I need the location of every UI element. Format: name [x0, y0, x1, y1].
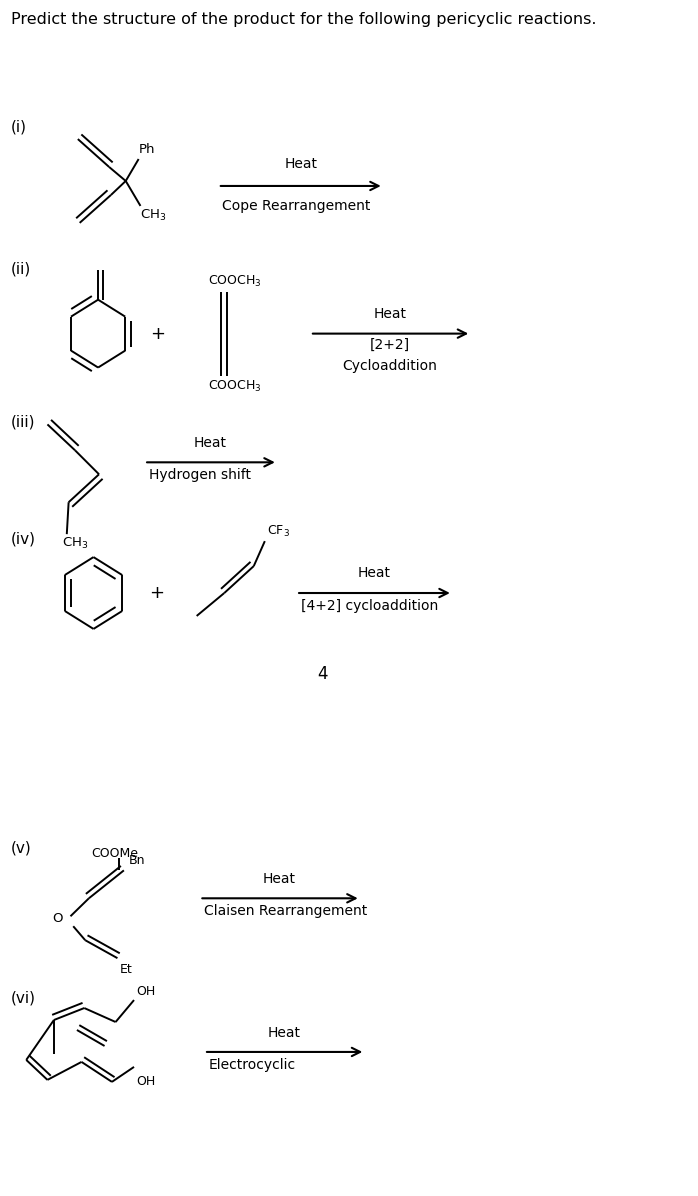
Text: (v): (v): [10, 841, 31, 855]
Text: (ii): (ii): [10, 262, 31, 276]
Text: Heat: Heat: [194, 437, 227, 451]
Text: Heat: Heat: [358, 566, 391, 580]
Text: O: O: [52, 911, 63, 925]
Text: Predict the structure of the product for the following pericyclic reactions.: Predict the structure of the product for…: [10, 12, 596, 28]
Text: CF$_3$: CF$_3$: [267, 524, 290, 539]
Text: CH$_3$: CH$_3$: [62, 536, 89, 551]
Text: [4+2] cycloaddition: [4+2] cycloaddition: [301, 599, 438, 614]
Text: Bn: Bn: [128, 854, 145, 867]
Text: Heat: Heat: [263, 872, 296, 886]
Text: Heat: Heat: [284, 157, 318, 171]
Text: COOCH$_3$: COOCH$_3$: [208, 274, 261, 288]
Text: COOCH$_3$: COOCH$_3$: [208, 378, 261, 393]
Text: Et: Et: [120, 963, 133, 976]
Text: Heat: Heat: [267, 1026, 301, 1041]
Text: Ph: Ph: [139, 144, 155, 155]
Text: [2+2]: [2+2]: [370, 337, 410, 352]
Text: +: +: [151, 324, 165, 342]
Text: OH: OH: [136, 1075, 155, 1088]
Text: Electrocyclic: Electrocyclic: [209, 1058, 296, 1072]
Text: (iii): (iii): [10, 415, 35, 429]
Text: OH: OH: [136, 986, 155, 999]
Text: Claisen Rearrangement: Claisen Rearrangement: [204, 904, 367, 919]
Text: CH$_3$: CH$_3$: [140, 208, 167, 222]
Text: (vi): (vi): [10, 990, 36, 1005]
Text: Cycloaddition: Cycloaddition: [343, 359, 438, 373]
Text: Heat: Heat: [373, 306, 407, 321]
Text: (i): (i): [10, 120, 27, 134]
Text: COOMe: COOMe: [91, 848, 139, 860]
Text: 4: 4: [318, 665, 328, 683]
Text: +: +: [149, 584, 163, 602]
Text: (iv): (iv): [10, 531, 36, 547]
Text: Hydrogen shift: Hydrogen shift: [149, 469, 251, 482]
Text: Cope Rearrangement: Cope Rearrangement: [223, 199, 371, 213]
